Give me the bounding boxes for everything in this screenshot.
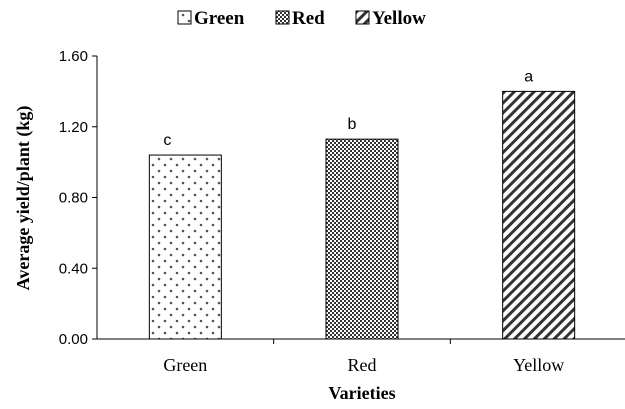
y-tick-label: 0.40 <box>59 260 88 277</box>
x-tick-label-green: Green <box>163 355 207 375</box>
significance-label-red: b <box>348 116 357 133</box>
legend-swatch-red <box>275 10 290 25</box>
x-tick-label-yellow: Yellow <box>513 355 564 375</box>
legend-label-red: Red <box>292 8 325 29</box>
bar-yellow <box>502 90 576 340</box>
significance-label-yellow: a <box>524 68 533 85</box>
y-axis-ticks: 0.00 0.40 0.80 1.20 1.60 <box>59 48 97 348</box>
legend-label-yellow: Yellow <box>372 8 426 29</box>
legend-item-red: Red <box>275 8 325 29</box>
legend-label-green: Green <box>194 8 245 29</box>
legend-item-yellow: Yellow <box>355 8 426 29</box>
legend: Green Red Yellow <box>177 8 426 29</box>
y-tick-label: 0.80 <box>59 190 88 207</box>
x-tick-label-red: Red <box>348 355 377 375</box>
bars: c b a <box>148 68 576 340</box>
bar-red <box>325 138 399 340</box>
y-tick-label: 1.60 <box>59 48 88 65</box>
bar-green <box>148 154 222 340</box>
legend-swatch-yellow <box>355 10 370 25</box>
legend-swatch-green <box>177 10 192 25</box>
y-axis-title: Average yield/plant (kg) <box>13 106 34 291</box>
y-tick-label: 0.00 <box>59 331 88 348</box>
y-tick-label: 1.20 <box>59 119 88 136</box>
legend-item-green: Green <box>177 8 245 29</box>
significance-label-green: c <box>163 132 171 149</box>
x-axis-title: Varieties <box>328 383 395 403</box>
x-axis-ticks: Green Red Yellow <box>163 339 564 375</box>
